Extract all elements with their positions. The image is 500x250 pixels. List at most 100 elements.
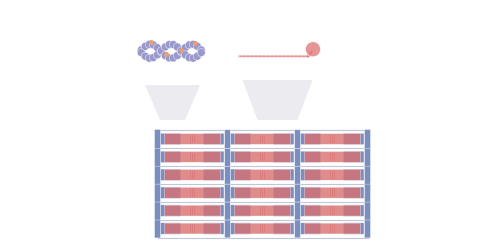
Circle shape xyxy=(161,52,169,60)
Ellipse shape xyxy=(286,55,290,58)
Bar xyxy=(190,206,191,215)
Bar xyxy=(330,135,331,143)
FancyBboxPatch shape xyxy=(294,219,300,238)
Bar xyxy=(334,188,335,197)
Bar xyxy=(334,170,335,179)
Ellipse shape xyxy=(262,55,266,58)
Circle shape xyxy=(145,40,153,48)
Circle shape xyxy=(137,46,145,54)
FancyBboxPatch shape xyxy=(343,169,364,180)
FancyBboxPatch shape xyxy=(304,187,360,198)
FancyBboxPatch shape xyxy=(164,205,220,216)
Ellipse shape xyxy=(270,55,274,58)
Ellipse shape xyxy=(238,55,243,58)
FancyBboxPatch shape xyxy=(304,170,360,180)
Polygon shape xyxy=(145,85,200,120)
FancyBboxPatch shape xyxy=(343,223,364,234)
Bar xyxy=(264,170,265,179)
Bar xyxy=(194,188,195,197)
Bar xyxy=(332,135,333,143)
Circle shape xyxy=(177,48,185,56)
FancyBboxPatch shape xyxy=(164,223,220,234)
Bar xyxy=(334,224,335,233)
FancyBboxPatch shape xyxy=(294,183,300,202)
FancyBboxPatch shape xyxy=(234,187,290,198)
FancyBboxPatch shape xyxy=(154,129,160,238)
FancyBboxPatch shape xyxy=(154,166,160,184)
FancyBboxPatch shape xyxy=(224,130,230,148)
Bar xyxy=(262,135,263,143)
FancyBboxPatch shape xyxy=(343,151,364,163)
Circle shape xyxy=(185,41,193,49)
FancyBboxPatch shape xyxy=(203,151,224,163)
FancyBboxPatch shape xyxy=(224,183,230,202)
Polygon shape xyxy=(242,80,312,120)
Bar xyxy=(192,206,193,215)
Bar xyxy=(262,206,263,215)
Bar xyxy=(194,152,195,161)
Bar xyxy=(332,152,333,161)
FancyBboxPatch shape xyxy=(154,201,160,220)
Bar xyxy=(190,170,191,179)
FancyBboxPatch shape xyxy=(154,148,160,166)
FancyBboxPatch shape xyxy=(230,205,251,216)
Bar xyxy=(262,224,263,233)
Bar xyxy=(190,152,191,161)
Circle shape xyxy=(169,54,177,62)
FancyBboxPatch shape xyxy=(343,187,364,198)
FancyBboxPatch shape xyxy=(160,205,181,216)
FancyBboxPatch shape xyxy=(364,129,370,238)
Bar xyxy=(330,224,331,233)
Bar xyxy=(334,152,335,161)
Circle shape xyxy=(157,47,165,55)
FancyBboxPatch shape xyxy=(230,151,251,163)
FancyBboxPatch shape xyxy=(224,166,230,184)
FancyBboxPatch shape xyxy=(273,223,294,234)
Ellipse shape xyxy=(242,55,247,58)
FancyBboxPatch shape xyxy=(343,133,364,145)
FancyBboxPatch shape xyxy=(203,133,224,145)
Circle shape xyxy=(174,43,181,51)
FancyBboxPatch shape xyxy=(273,169,294,180)
Bar xyxy=(194,224,195,233)
Bar xyxy=(260,152,261,161)
FancyBboxPatch shape xyxy=(300,151,321,163)
Bar xyxy=(192,135,193,143)
Circle shape xyxy=(165,54,173,62)
FancyBboxPatch shape xyxy=(160,169,181,180)
Bar xyxy=(262,170,263,179)
FancyBboxPatch shape xyxy=(234,170,290,180)
Bar xyxy=(192,224,193,233)
Bar xyxy=(264,188,265,197)
Ellipse shape xyxy=(289,55,294,58)
Bar xyxy=(260,188,261,197)
FancyBboxPatch shape xyxy=(304,223,360,234)
Circle shape xyxy=(149,41,157,49)
Bar xyxy=(332,170,333,179)
FancyBboxPatch shape xyxy=(160,223,181,234)
Circle shape xyxy=(153,51,161,59)
Bar xyxy=(262,188,263,197)
Circle shape xyxy=(153,44,161,52)
Circle shape xyxy=(174,52,181,60)
FancyBboxPatch shape xyxy=(154,183,160,202)
Bar xyxy=(334,206,335,215)
Circle shape xyxy=(142,42,149,50)
Circle shape xyxy=(306,42,320,57)
FancyBboxPatch shape xyxy=(364,148,370,166)
FancyBboxPatch shape xyxy=(273,133,294,145)
Circle shape xyxy=(193,42,201,50)
FancyBboxPatch shape xyxy=(364,166,370,184)
Bar xyxy=(330,152,331,161)
FancyBboxPatch shape xyxy=(294,201,300,220)
FancyBboxPatch shape xyxy=(164,187,220,198)
Ellipse shape xyxy=(278,55,282,58)
Bar xyxy=(264,224,265,233)
Bar xyxy=(190,135,191,143)
Ellipse shape xyxy=(250,55,255,58)
Bar xyxy=(330,170,331,179)
Ellipse shape xyxy=(293,55,298,58)
FancyBboxPatch shape xyxy=(164,170,220,180)
Circle shape xyxy=(145,54,153,62)
FancyBboxPatch shape xyxy=(154,130,160,148)
